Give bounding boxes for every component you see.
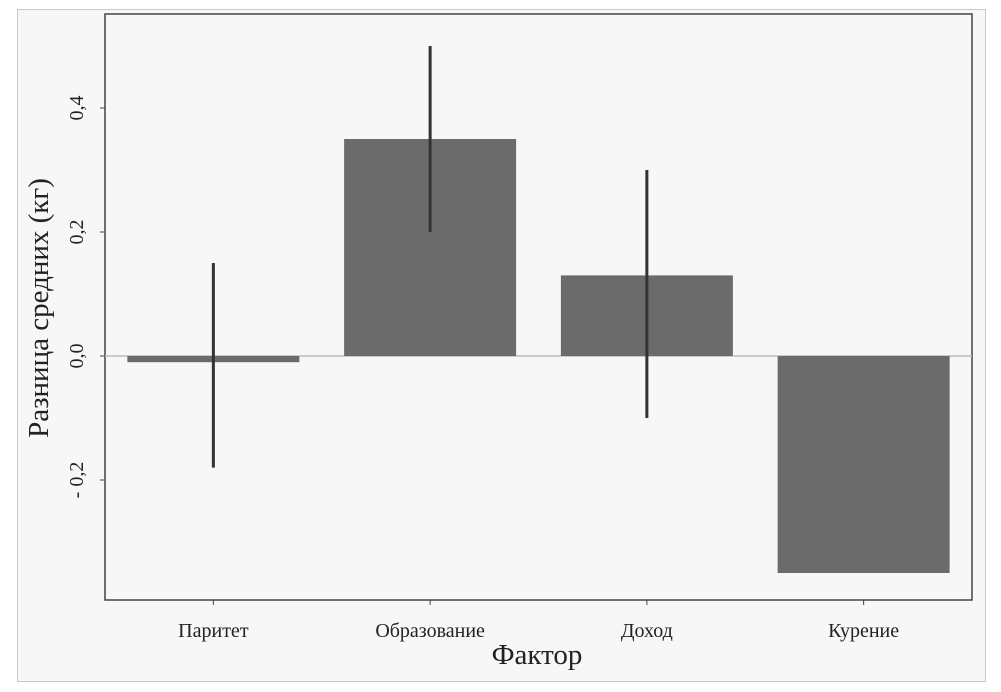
x-tick-label: Курение — [828, 620, 899, 642]
x-axis-label: Фактор — [492, 639, 583, 671]
bar-3 — [777, 356, 950, 573]
y-tick-label: 0,0 — [66, 344, 88, 369]
x-tick-label: Паритет — [178, 620, 249, 642]
y-axis-label: Разница средних (кг) — [23, 178, 55, 438]
y-tick-label: 0,2 — [66, 220, 88, 245]
x-tick-label: Доход — [621, 620, 673, 642]
y-tick-label: - 0,2 — [66, 462, 88, 499]
y-tick-label: 0,4 — [66, 96, 88, 121]
x-tick-label: Образование — [375, 620, 485, 642]
